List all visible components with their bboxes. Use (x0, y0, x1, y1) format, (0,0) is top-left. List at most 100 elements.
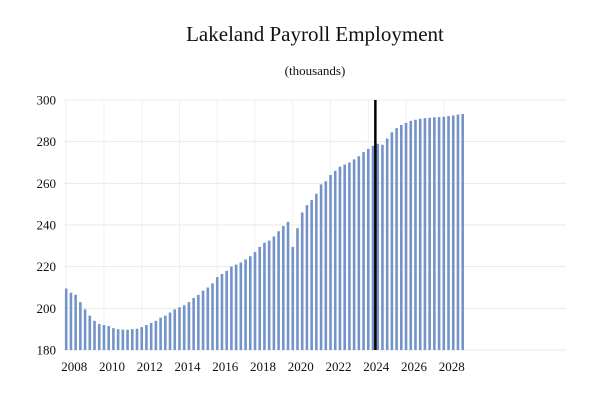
bar (112, 328, 115, 351)
y-tick-label: 260 (37, 176, 57, 191)
bar (215, 277, 219, 350)
y-tick-label: 180 (37, 343, 57, 358)
bar (366, 148, 370, 350)
bar (395, 128, 398, 351)
bar (338, 166, 342, 350)
bar (319, 184, 323, 351)
bar (300, 212, 304, 350)
bar (116, 329, 120, 350)
bar (140, 327, 144, 350)
bar (102, 325, 106, 350)
bar (69, 292, 73, 350)
x-axis: 2008 2010 2012 2014 2016 2018 2020 2022 2024 2026… (61, 359, 465, 374)
bar (315, 193, 318, 350)
x-tick-label: 2016 (212, 359, 239, 374)
bar (409, 120, 413, 350)
x-tick-label: 2028 (439, 359, 465, 374)
bar (197, 294, 200, 350)
bar (404, 122, 408, 350)
bar (64, 288, 68, 350)
bar (329, 175, 332, 350)
bar (130, 329, 134, 350)
bar (234, 264, 238, 350)
bar (362, 152, 365, 350)
bar (428, 117, 431, 351)
bar (220, 273, 224, 350)
bar (447, 116, 450, 350)
bar (74, 294, 77, 350)
bar (282, 226, 285, 350)
y-tick-label: 240 (37, 218, 57, 233)
y-tick-label: 200 (37, 301, 57, 316)
bar (253, 252, 257, 350)
bar (418, 118, 422, 350)
x-tick-label: 2020 (288, 359, 314, 374)
bar (296, 228, 299, 351)
bar (371, 145, 375, 350)
bar (291, 246, 295, 351)
x-tick-label: 2022 (326, 359, 352, 374)
x-tick-label: 2018 (250, 359, 276, 374)
bar (305, 205, 309, 350)
bar (182, 305, 186, 350)
bar (149, 322, 153, 350)
bar (381, 144, 384, 350)
grid-lines (64, 99, 566, 351)
bar (267, 240, 271, 351)
bar (442, 116, 446, 350)
chart-title: Lakeland Payroll Employment (186, 22, 444, 46)
chart-subtitle: (thousands) (284, 63, 346, 78)
bar (154, 320, 158, 350)
bar (192, 297, 195, 350)
bar (357, 156, 361, 350)
bar (258, 246, 262, 351)
bar (187, 302, 191, 350)
y-tick-label: 220 (37, 259, 57, 274)
bar (244, 259, 247, 351)
bar (121, 329, 125, 350)
bar (135, 328, 139, 350)
bar (201, 290, 205, 351)
bar (414, 119, 417, 350)
bar (225, 270, 228, 350)
y-tick-label: 280 (37, 134, 57, 149)
x-tick-label: 2010 (99, 359, 125, 374)
bar (423, 118, 427, 351)
bar (390, 132, 394, 350)
y-axis: 180 200 220 240 260 280 300 (37, 93, 57, 358)
bar (348, 162, 351, 350)
bar (126, 329, 129, 350)
bar (178, 307, 181, 350)
bar (385, 138, 389, 350)
x-tick-label: 2012 (137, 359, 163, 374)
bar (164, 315, 167, 351)
bar (263, 242, 266, 350)
bar (159, 317, 162, 350)
bar (145, 325, 148, 350)
bar (206, 287, 210, 350)
bar (97, 323, 101, 350)
bar (248, 256, 252, 350)
x-tick-label: 2014 (174, 359, 201, 374)
bar (107, 326, 110, 350)
bar (286, 221, 290, 351)
bar (324, 181, 328, 350)
x-tick-label: 2008 (61, 359, 87, 374)
bar (83, 309, 87, 351)
bar (400, 125, 403, 350)
bar (168, 312, 172, 350)
bar (437, 117, 441, 350)
bar (239, 262, 243, 350)
bar (352, 159, 356, 351)
bar (93, 320, 96, 350)
bar (230, 266, 233, 350)
bar (211, 283, 214, 350)
bar (456, 114, 460, 350)
x-tick-label: 2024 (363, 359, 390, 374)
bar (333, 170, 337, 350)
y-tick-label: 300 (37, 93, 57, 108)
bar (272, 236, 276, 350)
bar (376, 143, 380, 350)
